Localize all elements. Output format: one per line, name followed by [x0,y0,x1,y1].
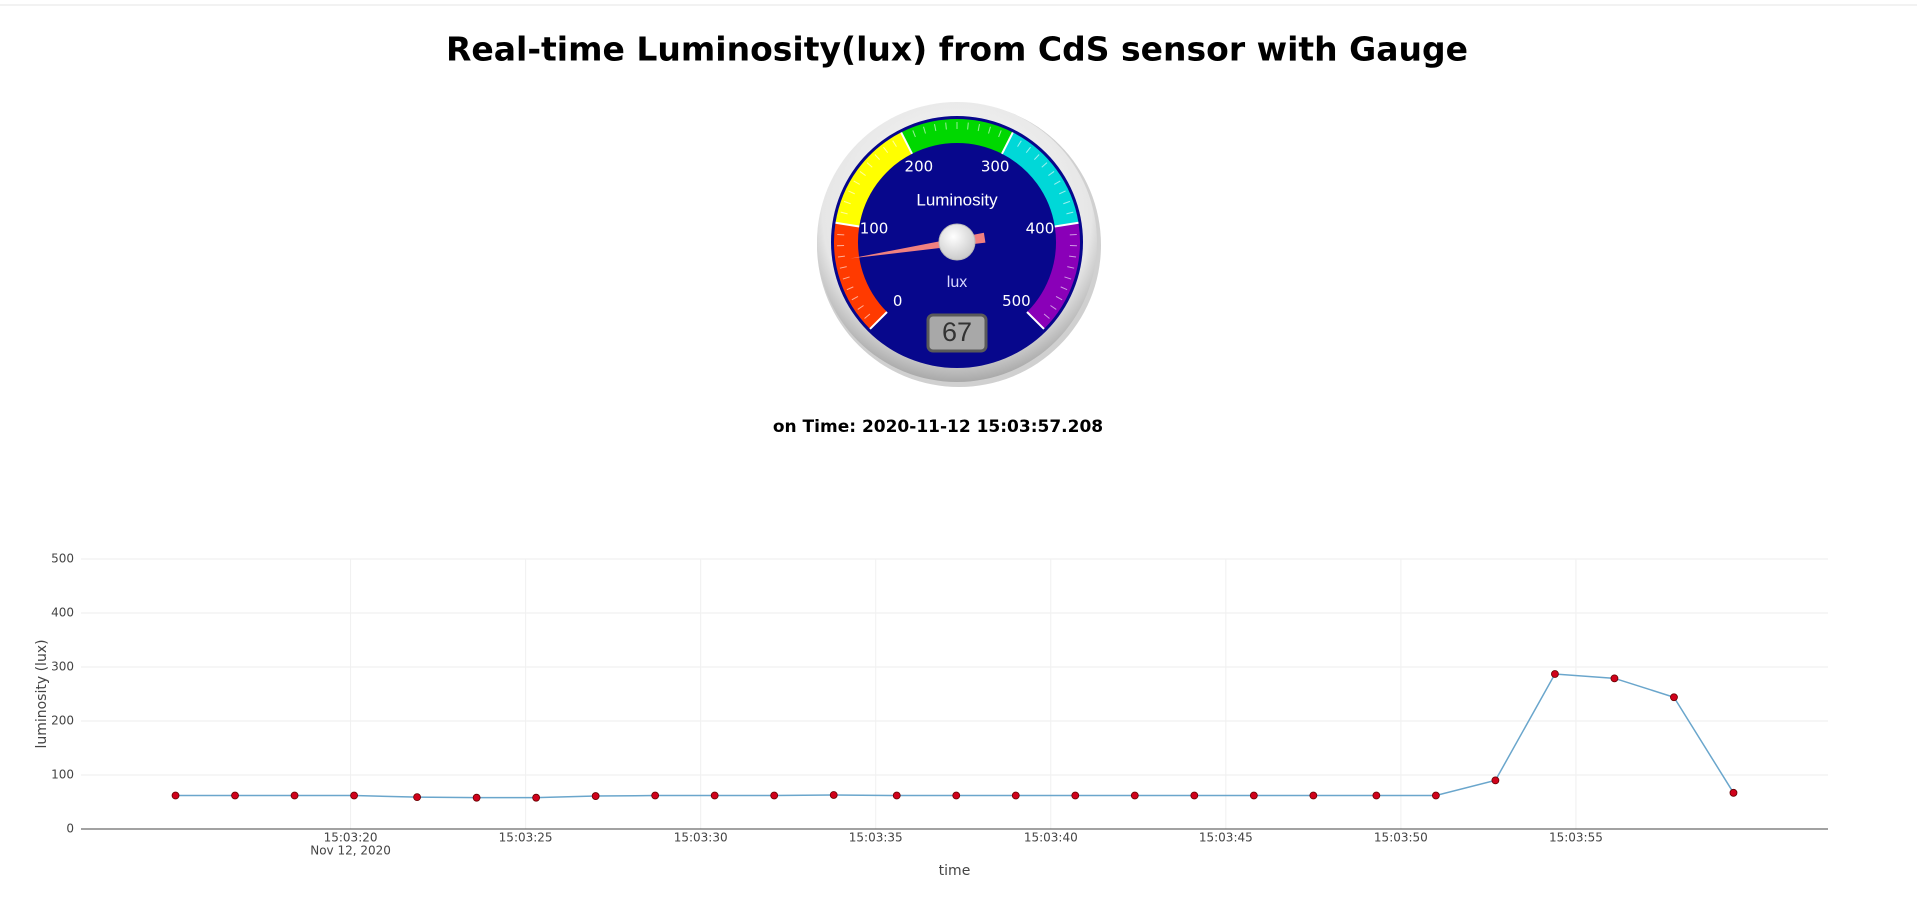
data-point [592,793,599,800]
data-point [1492,777,1499,784]
data-point [953,792,960,799]
y-tick-label: 0 [66,822,74,836]
gauge-minor-tick [968,123,969,130]
data-point [1072,792,1079,799]
data-point [351,792,358,799]
gauge-hub [939,224,975,260]
x-tick-label: 15:03:50 [1374,831,1428,845]
data-point [1373,792,1380,799]
gauge-tick-label: 400 [1026,219,1055,237]
data-point [830,791,837,798]
data-point [1191,792,1198,799]
page-title: Real-time Luminosity(lux) from CdS senso… [446,30,1468,69]
data-point [1250,792,1257,799]
y-tick-label: 400 [51,606,74,620]
x-tick-label: 15:03:25 [499,831,553,845]
data-point [1670,694,1677,701]
gauge-title: Luminosity [916,190,998,209]
y-tick-label: 500 [51,552,74,566]
data-point [473,794,480,801]
data-point [1730,789,1737,796]
data-point [1551,671,1558,678]
data-point [1012,792,1019,799]
data-point [291,792,298,799]
time-label: on Time: 2020-11-12 15:03:57.208 [773,417,1103,437]
gauge-units: lux [947,274,967,291]
data-point [533,794,540,801]
data-point [414,794,421,801]
gauge-value: 67 [942,317,972,347]
gauge-band [907,131,1008,143]
data-point [172,792,179,799]
x-tick-label: 15:03:55 [1549,831,1603,845]
y-axis-title: luminosity (lux) [34,639,50,748]
x-tick-label: 15:03:40 [1024,831,1078,845]
gauge-minor-tick [946,123,947,130]
data-point [1432,792,1439,799]
x-axis-title: time [939,863,971,879]
series-line [176,674,1734,798]
data-point [1310,792,1317,799]
data-point [771,792,778,799]
y-tick-label: 300 [51,660,74,674]
data-point [232,792,239,799]
x-tick-date: Nov 12, 2020 [310,844,391,858]
gauge-tick-label: 500 [1002,292,1031,310]
x-tick-label: 15:03:20 [324,831,378,845]
y-tick-label: 100 [51,768,74,782]
data-point [652,792,659,799]
gauge-tick-label: 200 [905,158,934,176]
line-chart: 0 100 200 300 400 500 15:03:20 15:03:25 15:03:30… [34,552,1828,880]
y-tick-label: 200 [51,714,74,728]
data-point [893,792,900,799]
x-tick-label: 15:03:45 [1199,831,1253,845]
gauge: 0 100 200 300 400 500 Luminosity lux 67 [817,102,1101,387]
x-tick-label: 15:03:35 [849,831,903,845]
gauge-tick-label: 300 [981,158,1010,176]
gauge-tick-label: 100 [860,219,889,237]
data-point [1131,792,1138,799]
x-tick-label: 15:03:30 [674,831,728,845]
data-point [1611,675,1618,682]
data-point [711,792,718,799]
gauge-tick-label: 0 [893,292,903,310]
